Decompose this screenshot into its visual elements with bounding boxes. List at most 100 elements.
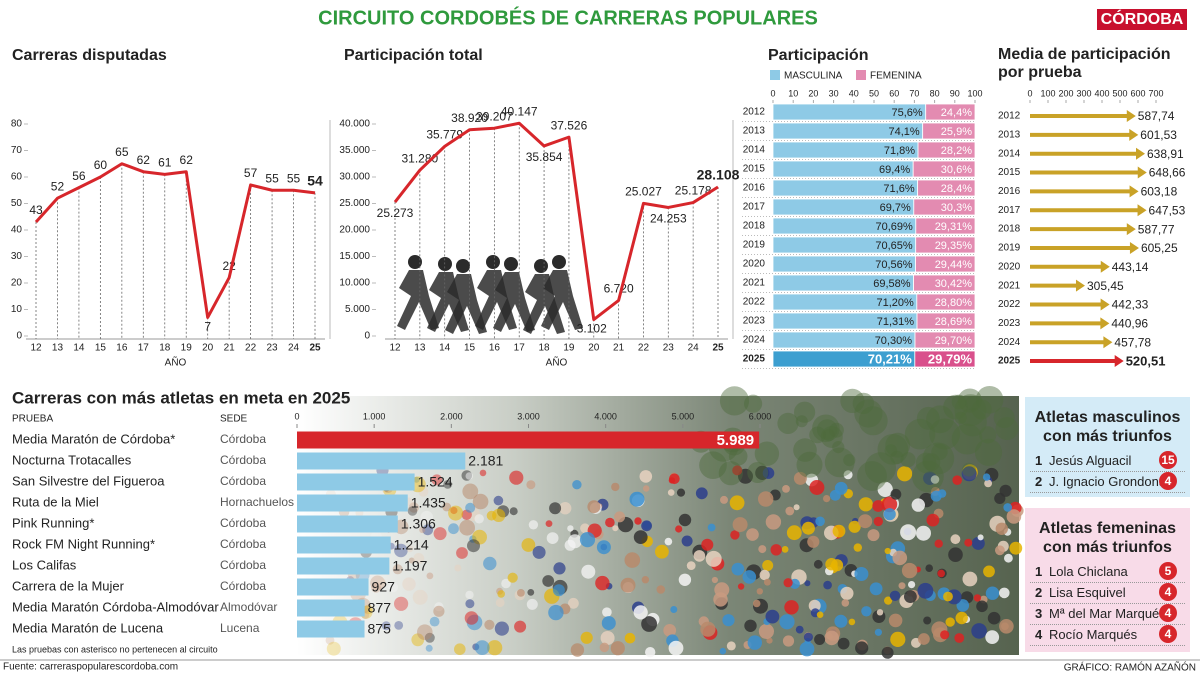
data-label: 71,6%	[883, 183, 914, 195]
crowd-figure	[494, 621, 509, 636]
tree-leaf	[890, 450, 904, 465]
crowd-figure	[596, 540, 611, 555]
tree-leaf	[958, 408, 987, 437]
crowd-figure	[925, 564, 933, 572]
crowd-figure	[762, 560, 774, 571]
bar	[297, 473, 415, 491]
crowd-figure	[858, 497, 873, 512]
crowd-figure	[620, 577, 636, 593]
y-tick-label: 2017	[743, 202, 766, 213]
crowd-figure	[952, 475, 962, 486]
crowd-figure	[765, 514, 782, 530]
crowd-figure	[454, 643, 466, 655]
x-tick-label: 23	[663, 343, 675, 354]
crowd-figure	[412, 589, 428, 605]
crowd-figure	[746, 528, 759, 541]
crowd-figure	[465, 472, 474, 480]
crowd-figure	[961, 466, 977, 482]
bar-segment	[914, 331, 976, 349]
category-label: Rock FM Night Running*	[12, 536, 155, 551]
runner-head	[504, 257, 518, 271]
tree-leaf	[854, 399, 883, 428]
crowd-figure	[656, 585, 666, 594]
tree-leaf	[795, 415, 808, 428]
crowd-figure	[422, 524, 434, 536]
crowd-figure	[419, 526, 426, 534]
line	[34, 162, 316, 319]
crowd-figure	[930, 475, 940, 484]
crowd-figure	[785, 506, 795, 516]
data-label: 29,70%	[935, 335, 973, 347]
y-tick-label: 2020	[743, 259, 766, 270]
crowd-figure	[418, 486, 429, 497]
winner-name: J. Ignacio Grondona	[1049, 474, 1167, 489]
data-label: 39.207	[476, 109, 513, 123]
crowd-figure	[567, 534, 582, 549]
arrow	[1030, 185, 1139, 198]
crowd-figure	[675, 525, 683, 533]
crowd-figure	[853, 543, 862, 552]
data-label: 57	[244, 166, 258, 180]
tree-leaf	[822, 428, 836, 442]
x-tick-label: 30	[829, 88, 839, 98]
crowd-figure	[413, 553, 425, 564]
crowd-figure	[634, 517, 642, 525]
crowd-figure	[434, 602, 444, 612]
y-tick-label: 2019	[743, 240, 766, 251]
crowd-figure	[464, 611, 479, 625]
winner-name: Lisa Esquivel	[1049, 585, 1126, 600]
crowd-figure	[756, 588, 763, 595]
crowd-figure	[413, 476, 420, 483]
y-tick-label: 40.000	[339, 119, 370, 130]
crowd-figure	[900, 524, 917, 541]
y-tick-label: 2016	[998, 186, 1021, 197]
y-tick-label: 10.000	[339, 278, 370, 289]
crowd-figure	[814, 634, 826, 645]
y-tick-label: 30.000	[339, 172, 370, 183]
crowd-figure	[999, 484, 1012, 497]
y-tick-label: 2018	[998, 224, 1021, 235]
data-label: 28,2%	[941, 145, 972, 157]
crowd-figure	[456, 547, 468, 559]
crowd-figure	[841, 599, 850, 607]
runner-head	[552, 255, 566, 269]
y-tick-label: 2013	[743, 126, 766, 137]
crowd-figure	[937, 569, 945, 578]
crowd-figure	[911, 498, 925, 512]
crowd-figure	[614, 511, 626, 523]
tree-leaf	[699, 451, 727, 480]
x-tick-label: 4.000	[594, 411, 617, 421]
tree-leaf	[777, 412, 799, 434]
crowd-figure	[612, 525, 619, 532]
crowd-figure	[889, 590, 901, 601]
crowd-figure	[747, 635, 762, 650]
tree-leaf	[858, 406, 888, 436]
crowd-figure	[392, 564, 403, 575]
crowd-figure	[542, 575, 555, 587]
data-label: 55	[287, 171, 301, 185]
x-tick-label: 13	[414, 343, 426, 354]
y-tick-label: 2013	[998, 129, 1021, 140]
crowd-figure	[837, 637, 850, 650]
legend-label: FEMENINA	[870, 71, 922, 82]
data-label: 7	[204, 320, 211, 334]
line	[393, 121, 719, 322]
crowd-figure	[807, 535, 820, 548]
crowd-figure	[816, 611, 824, 618]
data-label: 62	[180, 153, 194, 167]
crowd-figure	[964, 538, 973, 547]
x-axis-label: AÑO	[546, 356, 568, 369]
crowd-figure	[501, 578, 511, 589]
crowd-figure	[420, 510, 434, 524]
x-tick-label: 20	[808, 88, 818, 98]
crowd-figure	[370, 582, 382, 593]
category-label: Nocturna Trotacalles	[12, 452, 132, 467]
x-tick-label: 400	[1094, 88, 1109, 98]
tree-leaf	[864, 452, 897, 484]
y-tick-label: 2014	[743, 145, 766, 156]
crowd-figure	[765, 609, 780, 624]
crowd-figure	[738, 468, 753, 484]
x-tick-label: 0	[294, 411, 299, 421]
crowd-figure	[601, 616, 616, 631]
tree-leaf	[954, 394, 987, 427]
